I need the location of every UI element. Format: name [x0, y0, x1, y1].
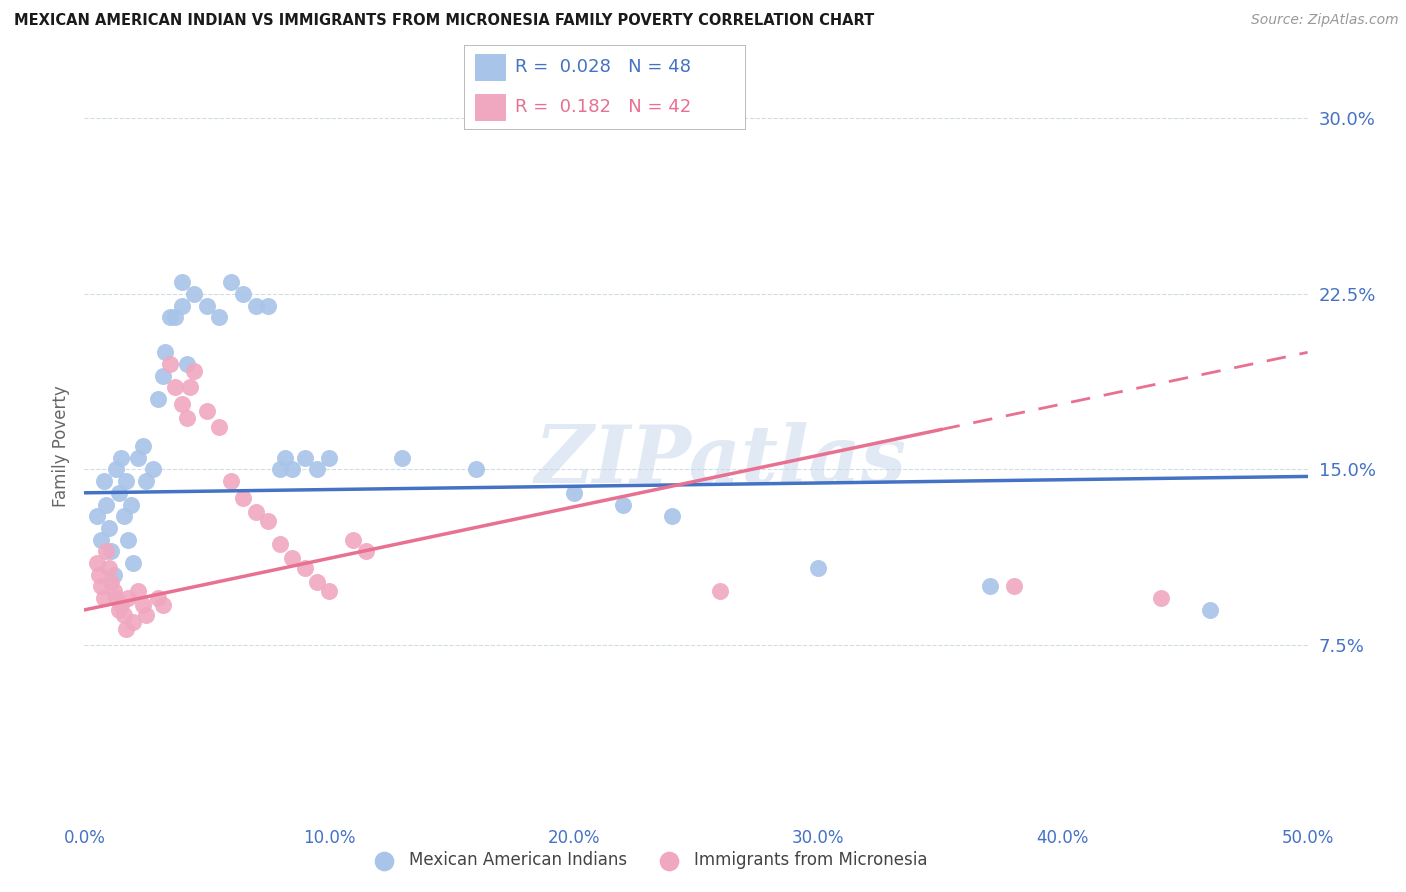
Point [305, 462, 328, 476]
Point [281, 551, 304, 566]
Point [135, 607, 157, 622]
Point [179, 380, 201, 394]
Point [93, 474, 115, 488]
Point [1150, 591, 1173, 606]
Point [195, 404, 218, 418]
Point [142, 462, 165, 476]
Point [208, 310, 231, 325]
Point [979, 580, 1001, 594]
Point [257, 298, 280, 313]
Text: ZIPatlas: ZIPatlas [534, 422, 907, 500]
Point [115, 474, 138, 488]
Point [562, 485, 585, 500]
Bar [475, 94, 506, 120]
Point [132, 439, 155, 453]
Point [1002, 580, 1025, 594]
Point [103, 584, 125, 599]
Point [391, 450, 413, 465]
Point [269, 537, 291, 551]
Point [112, 607, 135, 622]
Point [612, 498, 634, 512]
Point [110, 599, 132, 613]
Point [709, 584, 731, 599]
Point [105, 591, 128, 606]
Point [163, 380, 186, 394]
Point [1198, 603, 1220, 617]
Point [100, 544, 122, 558]
Point [342, 533, 364, 547]
Point [245, 298, 267, 313]
Point [172, 298, 194, 313]
Point [208, 420, 231, 434]
Text: Source: ZipAtlas.com: Source: ZipAtlas.com [1251, 13, 1399, 28]
Point [305, 574, 328, 589]
Point [281, 462, 304, 476]
Point [90, 533, 112, 547]
Point [183, 286, 205, 301]
Point [100, 574, 122, 589]
Point [120, 498, 142, 512]
Point [219, 474, 242, 488]
Point [117, 591, 139, 606]
Point [107, 603, 129, 617]
Point [153, 345, 176, 359]
Point [117, 533, 139, 547]
Point [195, 298, 218, 313]
Point [152, 599, 174, 613]
Point [122, 556, 145, 570]
Point [93, 591, 115, 606]
Point [135, 474, 157, 488]
Point [96, 544, 118, 558]
Point [96, 498, 118, 512]
Point [464, 462, 486, 476]
Point [87, 567, 110, 582]
Point [159, 357, 181, 371]
Legend: Mexican American Indians, Immigrants from Micronesia: Mexican American Indians, Immigrants fro… [360, 845, 934, 876]
Point [274, 450, 297, 465]
Point [172, 397, 194, 411]
Point [146, 591, 169, 606]
Text: R =  0.028   N = 48: R = 0.028 N = 48 [515, 59, 690, 77]
Point [90, 580, 112, 594]
Point [132, 599, 155, 613]
Point [183, 364, 205, 378]
Point [294, 561, 316, 575]
Point [176, 411, 198, 425]
Point [807, 561, 830, 575]
Y-axis label: Family Poverty: Family Poverty [52, 385, 70, 507]
Point [97, 521, 120, 535]
Point [318, 584, 340, 599]
Point [127, 584, 149, 599]
Point [97, 561, 120, 575]
Point [107, 485, 129, 500]
Point [354, 544, 377, 558]
Point [110, 450, 132, 465]
Point [159, 310, 181, 325]
Point [176, 357, 198, 371]
Point [257, 514, 280, 528]
Point [152, 368, 174, 383]
Point [146, 392, 169, 407]
Point [269, 462, 291, 476]
Bar [475, 54, 506, 81]
Text: R =  0.182   N = 42: R = 0.182 N = 42 [515, 98, 690, 116]
Point [103, 567, 125, 582]
Point [318, 450, 340, 465]
Point [219, 275, 242, 289]
Point [232, 491, 254, 505]
Point [245, 505, 267, 519]
Point [127, 450, 149, 465]
Point [661, 509, 683, 524]
Point [115, 622, 138, 636]
Point [294, 450, 316, 465]
Point [163, 310, 186, 325]
Point [105, 462, 128, 476]
Text: MEXICAN AMERICAN INDIAN VS IMMIGRANTS FROM MICRONESIA FAMILY POVERTY CORRELATION: MEXICAN AMERICAN INDIAN VS IMMIGRANTS FR… [14, 13, 875, 29]
Point [112, 509, 135, 524]
Point [232, 286, 254, 301]
Point [122, 615, 145, 629]
Point [86, 509, 108, 524]
Point [86, 556, 108, 570]
Point [172, 275, 194, 289]
